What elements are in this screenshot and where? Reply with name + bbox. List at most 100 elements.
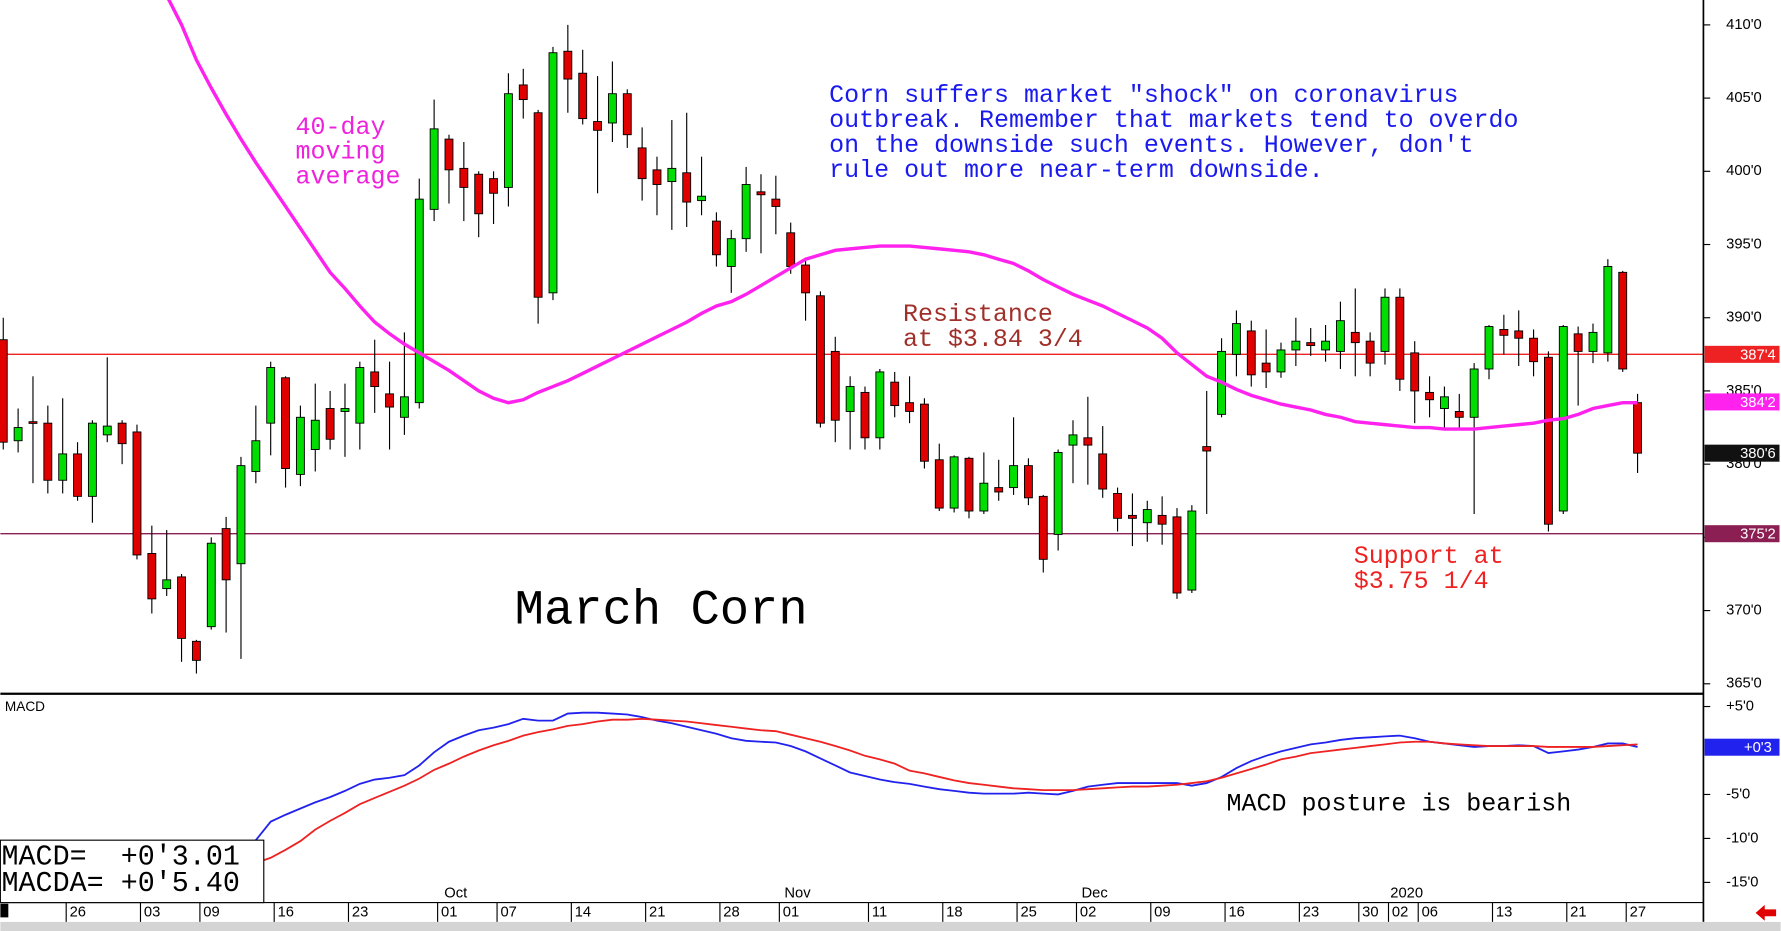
candle-body [1380, 296, 1390, 352]
annotation: 40-day [296, 114, 386, 142]
candle-body [1321, 340, 1330, 351]
candle-body [310, 419, 320, 450]
macd-line [181, 717, 1638, 897]
candle-body [1365, 340, 1375, 364]
candle-body [593, 121, 602, 131]
price-tag-box [1704, 444, 1780, 462]
status-strip [0, 921, 1781, 931]
candle-body [919, 403, 929, 462]
candle-body [518, 84, 528, 101]
candle-body [1261, 362, 1271, 373]
chart-title: March Corn [515, 583, 808, 639]
level-tag-box [1704, 345, 1780, 363]
candle-body [43, 422, 53, 481]
candle-body [340, 408, 350, 412]
candle-body [637, 147, 647, 180]
candle-body [1588, 331, 1598, 352]
month-label: Dec [1082, 885, 1108, 901]
candle-body [741, 184, 751, 240]
macd-readout: MACD= +0'3.01 [2, 841, 240, 874]
x-tick-label: 16 [278, 905, 294, 921]
candle-body [979, 482, 989, 512]
candle-body [147, 553, 157, 600]
x-tick-label: 13 [1496, 905, 1512, 921]
candle-body [206, 542, 216, 628]
candle-body [578, 72, 588, 120]
candle-body [756, 191, 766, 196]
price-panel: 410'0405'0400'0395'0390'0385'0380'0375'0… [0, 0, 1780, 692]
x-tick-label: 26 [70, 905, 86, 921]
candle-body [459, 167, 469, 188]
candle-body [58, 453, 68, 481]
candle-body [607, 93, 617, 124]
candle-body [1157, 514, 1167, 525]
candle-body [1113, 492, 1122, 519]
candle-body [503, 93, 513, 188]
price-tag-box [1704, 393, 1780, 411]
x-tick-label: 01 [783, 905, 799, 921]
candle-body [830, 350, 840, 421]
candle-body [117, 422, 127, 445]
candle-body [1410, 352, 1420, 392]
x-tick-label: 09 [203, 905, 219, 921]
scroll-arrow[interactable] [1755, 904, 1777, 921]
candle-body [162, 579, 172, 590]
candle-body [771, 198, 781, 207]
x-tick-label: 03 [144, 905, 160, 921]
candle-body [1023, 465, 1033, 499]
x-tick-label: 18 [946, 905, 962, 921]
candle-body [905, 402, 914, 412]
candle-body [726, 238, 736, 267]
candle-body [355, 367, 365, 424]
y-tick-label: 410'0 [1726, 17, 1762, 33]
x-tick-label: 01 [441, 905, 457, 921]
candle-body [1098, 453, 1108, 490]
x-tick-label: 23 [1303, 905, 1319, 921]
candle-body [1529, 337, 1538, 363]
candle-body [667, 167, 677, 183]
candle-body [399, 396, 409, 418]
annotation: at $3.84 3/4 [903, 326, 1083, 354]
x-tick-label: 30 [1362, 905, 1378, 921]
candle-body [1395, 296, 1405, 380]
candle-body [251, 440, 261, 472]
candle-body [191, 640, 201, 661]
candle-body [13, 427, 23, 442]
candle-body [1172, 516, 1182, 594]
panel-title: MACD [5, 699, 45, 714]
candle-body [964, 457, 974, 512]
candle-body [1618, 271, 1628, 370]
annotation: rule out more near-term downside. [829, 157, 1323, 185]
candle-body [1276, 349, 1286, 373]
candle-body [1603, 266, 1613, 354]
candle-body [786, 232, 796, 267]
candle-body [1142, 509, 1152, 524]
macd-tag-label: +0'3 [1744, 740, 1772, 756]
candle-body [1187, 510, 1197, 591]
annotation: moving [296, 139, 386, 167]
candle-body [1231, 323, 1241, 355]
candle-body [132, 431, 142, 556]
candle-body [474, 173, 484, 215]
candle-body [697, 195, 706, 202]
annotation: Support at [1354, 543, 1504, 571]
macd-line [181, 711, 1638, 888]
candle-body [0, 339, 8, 443]
annotation: $3.75 1/4 [1354, 568, 1489, 596]
month-label: Oct [444, 885, 467, 901]
candle-body [1514, 330, 1524, 339]
x-tick-label: 25 [1020, 905, 1036, 921]
candle-body [177, 576, 186, 639]
month-label: Nov [784, 885, 811, 901]
annotation: average [296, 164, 401, 192]
annotation: Resistance [903, 301, 1053, 329]
candle-body [949, 456, 959, 509]
x-tick-label: 16 [1228, 905, 1244, 921]
annotation: on the downside such events. However, do… [829, 132, 1473, 160]
month-label: 2020 [1390, 885, 1423, 901]
level-tag-label: 387'4 [1740, 347, 1776, 363]
candle-body [1633, 402, 1642, 454]
